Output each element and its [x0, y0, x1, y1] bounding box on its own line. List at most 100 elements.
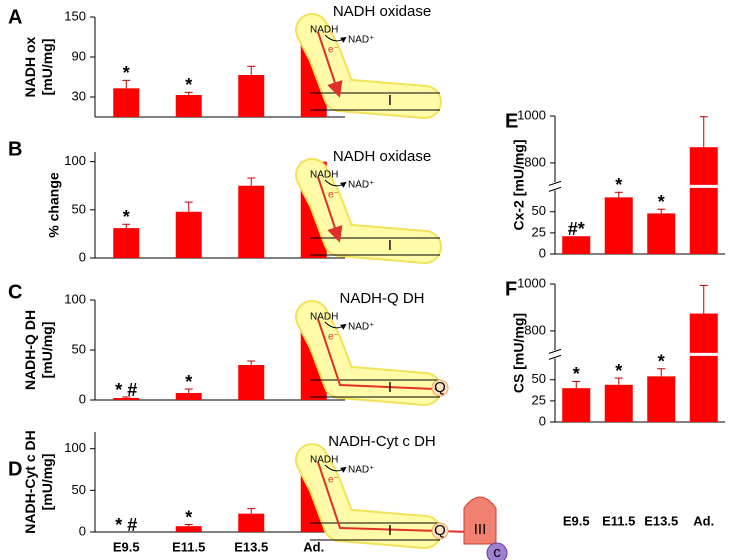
- ubiquinone: [431, 522, 449, 540]
- axis-break-mark: [548, 180, 562, 186]
- electron-label: e⁻: [328, 45, 339, 56]
- bar: [113, 88, 140, 117]
- diagram-title: NADH oxidase: [333, 148, 431, 165]
- substrate-label: NADH: [310, 455, 338, 466]
- y-tick-label: 50: [72, 341, 86, 356]
- significance-label: *: [615, 361, 622, 381]
- axis-break-gap: [549, 350, 561, 359]
- axis-break-mark: [548, 186, 562, 192]
- bar: [562, 236, 591, 254]
- y-tick-label: 50: [72, 482, 86, 497]
- substrate-label: NADH: [310, 170, 338, 181]
- bar: [604, 384, 633, 422]
- axis-break-mark: [548, 348, 562, 354]
- y-axis-label: NADH ox: [22, 36, 38, 97]
- complex-label: I: [388, 92, 392, 109]
- panel-letter: D: [8, 458, 22, 480]
- electron-label: e⁻: [328, 190, 339, 201]
- y-tick-label: 0: [79, 249, 86, 264]
- y-tick-label: 100: [64, 440, 86, 455]
- significance-label: *: [185, 507, 192, 527]
- complex-label: Q: [434, 522, 446, 539]
- y-tick-label: 50: [72, 201, 86, 216]
- x-tick-label: Ad.: [303, 539, 324, 554]
- substrate-label: NADH: [310, 312, 338, 323]
- y-tick-label: 800: [524, 322, 546, 337]
- x-tick-label: E11.5: [602, 513, 635, 528]
- product-label: NAD⁺: [348, 465, 374, 476]
- y-axis-label: [mU/mg]: [39, 39, 55, 96]
- complex-label: I: [388, 522, 392, 539]
- reaction-arrow: [324, 321, 347, 330]
- bar: [238, 365, 265, 400]
- bar: [562, 388, 591, 422]
- product-label: NAD⁺: [348, 35, 374, 46]
- significance-label: *: [123, 207, 130, 227]
- bar: [175, 393, 202, 400]
- y-axis-label: [mU/mg]: [39, 454, 55, 511]
- y-axis-label: % change: [46, 172, 62, 238]
- electron-label: e⁻: [328, 332, 339, 343]
- bar: [689, 147, 718, 254]
- axis-break-mark: [548, 354, 562, 360]
- complex-label: I: [388, 237, 392, 254]
- significance-label: * #: [115, 380, 137, 400]
- x-tick-label: E13.5: [644, 513, 678, 528]
- y-tick-label: 30: [72, 88, 86, 103]
- electron-path: [317, 31, 343, 98]
- significance-label: * #: [115, 515, 137, 535]
- panel-letter: A: [8, 6, 22, 28]
- reaction-arrow: [324, 179, 347, 188]
- significance-label: *: [573, 364, 580, 384]
- bar: [689, 313, 718, 422]
- reaction-arrow: [324, 464, 347, 473]
- y-tick-label: 25: [532, 392, 546, 407]
- x-tick-label: E13.5: [234, 539, 268, 554]
- y-tick-label: 1000: [517, 275, 546, 290]
- bar: [175, 95, 202, 117]
- y-axis-label: CS [mU/mg]: [511, 313, 527, 393]
- x-tick-label: Ad.: [693, 513, 714, 528]
- panel-letter: F: [505, 278, 517, 300]
- x-tick-label: E11.5: [172, 539, 205, 554]
- bar: [113, 398, 140, 400]
- complex-label: c: [493, 544, 501, 560]
- panel-letter: E: [505, 110, 518, 132]
- x-tick-label: E9.5: [563, 513, 590, 528]
- product-label: NAD⁺: [348, 322, 374, 333]
- significance-label: *: [658, 351, 665, 371]
- product-label: NAD⁺: [348, 180, 374, 191]
- bar: [647, 213, 676, 254]
- y-tick-label: 50: [532, 203, 546, 218]
- y-axis-label: NADH-Q DH: [22, 310, 38, 390]
- y-tick-label: 800: [524, 154, 546, 169]
- ubiquinone: [431, 379, 449, 397]
- y-tick-label: 100: [64, 153, 86, 168]
- bar: [647, 376, 676, 422]
- bar: [175, 211, 202, 258]
- y-tick-label: 90: [72, 48, 86, 63]
- diagram-title: NADH oxidase: [333, 3, 431, 20]
- x-tick-label: E9.5: [113, 539, 140, 554]
- complex-label: I: [388, 379, 392, 396]
- diagram-title: NADH-Cyt c DH: [328, 433, 436, 450]
- substrate-label: NADH: [310, 25, 338, 36]
- significance-label: #*: [568, 219, 585, 239]
- y-tick-label: 0: [79, 391, 86, 406]
- electron-path: [317, 461, 471, 533]
- bar: [238, 185, 265, 258]
- bar: [604, 197, 633, 254]
- axis-break-gap: [549, 182, 561, 191]
- y-tick-label: 1000: [517, 107, 546, 122]
- electron-path: [317, 318, 436, 390]
- y-tick-label: 0: [539, 245, 546, 260]
- significance-label: *: [123, 63, 130, 83]
- bar: [238, 75, 265, 117]
- reaction-arrow: [324, 34, 347, 43]
- complex-iii: [463, 496, 497, 545]
- y-axis-label: Cx-2 [mU/mg]: [511, 139, 527, 230]
- y-tick-label: 150: [64, 8, 86, 23]
- bar: [175, 526, 202, 532]
- y-tick-label: 50: [532, 371, 546, 386]
